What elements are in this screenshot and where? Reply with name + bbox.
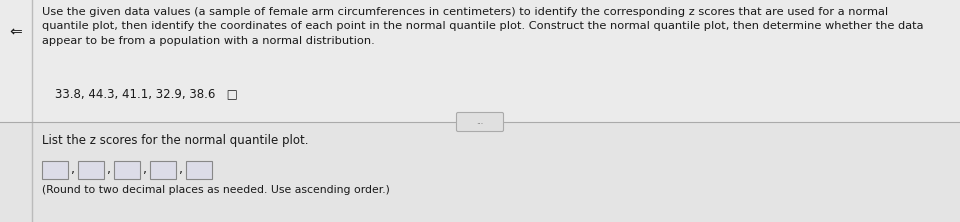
Text: ,: , [107, 163, 111, 176]
Text: ,: , [143, 163, 147, 176]
FancyBboxPatch shape [457, 113, 503, 131]
Bar [0, 0, 960, 122]
Bar [78, 161, 104, 179]
Bar [150, 161, 176, 179]
Text: Use the given data values (a sample of female arm circumferences in centimeters): Use the given data values (a sample of f… [42, 7, 924, 46]
Bar [42, 161, 68, 179]
Text: ,: , [179, 163, 183, 176]
Text: 33.8, 44.3, 41.1, 32.9, 38.6   □: 33.8, 44.3, 41.1, 32.9, 38.6 □ [55, 87, 238, 100]
Text: ...: ... [476, 117, 484, 127]
Text: List the z scores for the normal quantile plot.: List the z scores for the normal quantil… [42, 134, 308, 147]
Text: ,: , [71, 163, 75, 176]
Bar [186, 161, 212, 179]
Text: (Round to two decimal places as needed. Use ascending order.): (Round to two decimal places as needed. … [42, 185, 390, 195]
Text: ⇐: ⇐ [10, 24, 22, 40]
Bar [114, 161, 140, 179]
Bar [0, 122, 960, 222]
